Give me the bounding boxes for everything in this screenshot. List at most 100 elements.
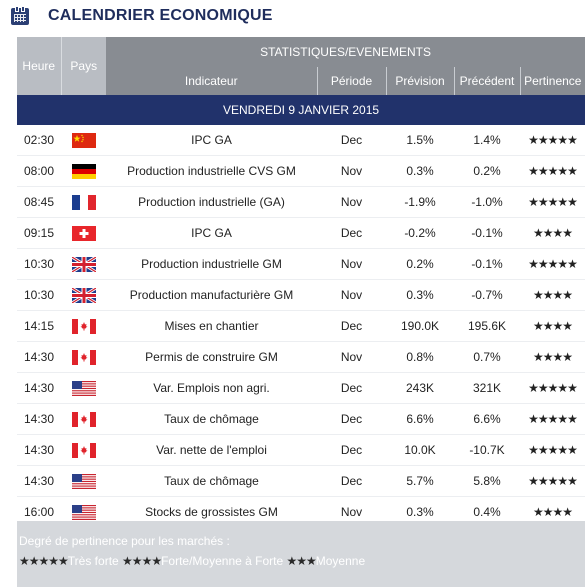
time-cell: 09:15 (17, 217, 61, 249)
relevance-cell: ★★★★★ (520, 155, 585, 187)
relevance-cell: ★★★★★ (520, 403, 585, 435)
table-row: 08:45 Production industrielle (GA) Nov -1.9… (17, 186, 585, 218)
period-cell: Dec (317, 217, 386, 249)
country-cell (61, 217, 106, 249)
time-cell: 08:00 (17, 155, 61, 187)
previous-cell: 5.8% (454, 465, 520, 497)
usa-flag-icon (71, 380, 96, 396)
previous-cell: 1.4% (454, 125, 520, 156)
time-cell: 14:30 (17, 434, 61, 466)
relevance-cell: ★★★★ (520, 310, 585, 342)
relevance-legend: Degré de pertinence pour les marchés : ★… (17, 521, 585, 587)
canada-flag-icon (71, 349, 96, 365)
indicator-cell: Production industrielle CVS GM (106, 155, 317, 187)
uk-flag-icon (71, 287, 96, 303)
column-header-periode: Période (316, 67, 386, 95)
forecast-cell: 0.3% (386, 155, 454, 187)
country-cell (61, 155, 106, 187)
relevance-cell: ★★★★★ (520, 186, 585, 218)
time-cell: 02:30 (17, 125, 61, 156)
indicator-cell: Production manufacturière GM (106, 279, 317, 311)
previous-cell: -10.7K (454, 434, 520, 466)
indicator-cell: IPC GA (106, 217, 317, 249)
table-row: 02:30 IPC GA Dec 1.5% 1.4% ★★★★★ (17, 125, 585, 156)
period-cell: Nov (317, 279, 386, 311)
germany-flag-icon (71, 163, 96, 179)
title-bar: CALENDRIER ECONOMIQUE (0, 0, 585, 33)
table-row: 10:30 Production manufacturière GM Nov 0.3%… (17, 279, 585, 311)
country-cell (61, 465, 106, 497)
time-cell: 14:30 (17, 341, 61, 373)
indicator-cell: IPC GA (106, 125, 317, 156)
period-cell: Dec (317, 125, 386, 156)
day-label: VENDREDI 9 JANVIER 2015 (17, 95, 585, 125)
country-cell (61, 125, 106, 156)
page-title: CALENDRIER ECONOMIQUE (48, 7, 273, 24)
country-cell (61, 372, 106, 404)
forecast-cell: -0.2% (386, 217, 454, 249)
canada-flag-icon (71, 442, 96, 458)
time-cell: 14:30 (17, 403, 61, 435)
country-cell (61, 279, 106, 311)
forecast-cell: 5.7% (386, 465, 454, 497)
previous-cell: -0.1% (454, 217, 520, 249)
period-cell: Dec (317, 465, 386, 497)
period-cell: Nov (317, 186, 386, 218)
economic-calendar-table: Heure Pays STATISTIQUES/EVENEMENTS Indic… (17, 37, 585, 528)
relevance-cell: ★★★★★ (520, 465, 585, 497)
indicator-cell: Var. Emplois non agri. (106, 372, 317, 404)
forecast-cell: 243K (386, 372, 454, 404)
column-group-statistiques: STATISTIQUES/EVENEMENTS (106, 37, 585, 67)
column-header-prevision: Prévision (385, 67, 454, 95)
relevance-cell: ★★★★★ (520, 125, 585, 156)
time-cell: 14:15 (17, 310, 61, 342)
indicator-cell: Taux de chômage (106, 403, 317, 435)
day-row: VENDREDI 9 JANVIER 2015 (17, 95, 585, 125)
table-row: 14:15 Mises en chantier Dec 190.0K 195.6K ★★★… (17, 310, 585, 342)
forecast-cell: 190.0K (386, 310, 454, 342)
time-cell: 10:30 (17, 248, 61, 280)
legend-label-tres-forte: Très forte (67, 554, 119, 568)
previous-cell: 6.6% (454, 403, 520, 435)
table-row: 14:30 Permis de construire GM Nov 0.8% 0.7% ★… (17, 341, 585, 373)
forecast-cell: 6.6% (386, 403, 454, 435)
calendar-icon (11, 6, 29, 25)
previous-cell: -0.1% (454, 248, 520, 280)
forecast-cell: 0.3% (386, 279, 454, 311)
previous-cell: -0.7% (454, 279, 520, 311)
period-cell: Nov (317, 155, 386, 187)
country-cell (61, 403, 106, 435)
table-row: 14:30 Taux de chômage Dec 5.7% 5.8% ★★★★★ (17, 465, 585, 497)
uk-flag-icon (71, 256, 96, 272)
indicator-cell: Var. nette de l'emploi (106, 434, 317, 466)
period-cell: Dec (317, 434, 386, 466)
previous-cell: -1.0% (454, 186, 520, 218)
forecast-cell: 1.5% (386, 125, 454, 156)
relevance-cell: ★★★★ (520, 341, 585, 373)
legend-stars-3: ★★★ (286, 554, 316, 568)
table-row: 10:30 Production industrielle GM Nov 0.2% -0… (17, 248, 585, 280)
indicator-cell: Permis de construire GM (106, 341, 317, 373)
country-cell (61, 341, 106, 373)
relevance-cell: ★★★★ (520, 279, 585, 311)
column-header-precedent: Précédent (453, 67, 520, 95)
country-cell (61, 248, 106, 280)
france-flag-icon (71, 194, 96, 210)
column-header-heure: Heure (17, 37, 61, 95)
indicator-cell: Taux de chômage (106, 465, 317, 497)
relevance-cell: ★★★★★ (520, 372, 585, 404)
time-cell: 10:30 (17, 279, 61, 311)
legend-label-forte: Forte/Moyenne à Forte (161, 554, 284, 568)
column-header-pays: Pays (60, 37, 106, 95)
legend-title: Degré de pertinence pour les marchés : (19, 534, 230, 548)
relevance-cell: ★★★★★ (520, 434, 585, 466)
table-row: 08:00 Production industrielle CVS GM Nov 0.… (17, 155, 585, 187)
table-row: 14:30 Taux de chômage Dec 6.6% 6.6% ★★★★★ (17, 403, 585, 435)
usa-flag-icon (71, 473, 96, 489)
time-cell: 08:45 (17, 186, 61, 218)
canada-flag-icon (71, 318, 96, 334)
time-cell: 14:30 (17, 465, 61, 497)
indicator-cell: Production industrielle (GA) (106, 186, 317, 218)
legend-stars-5: ★★★★★ (19, 554, 69, 568)
column-header-indicateur: Indicateur (106, 67, 317, 95)
